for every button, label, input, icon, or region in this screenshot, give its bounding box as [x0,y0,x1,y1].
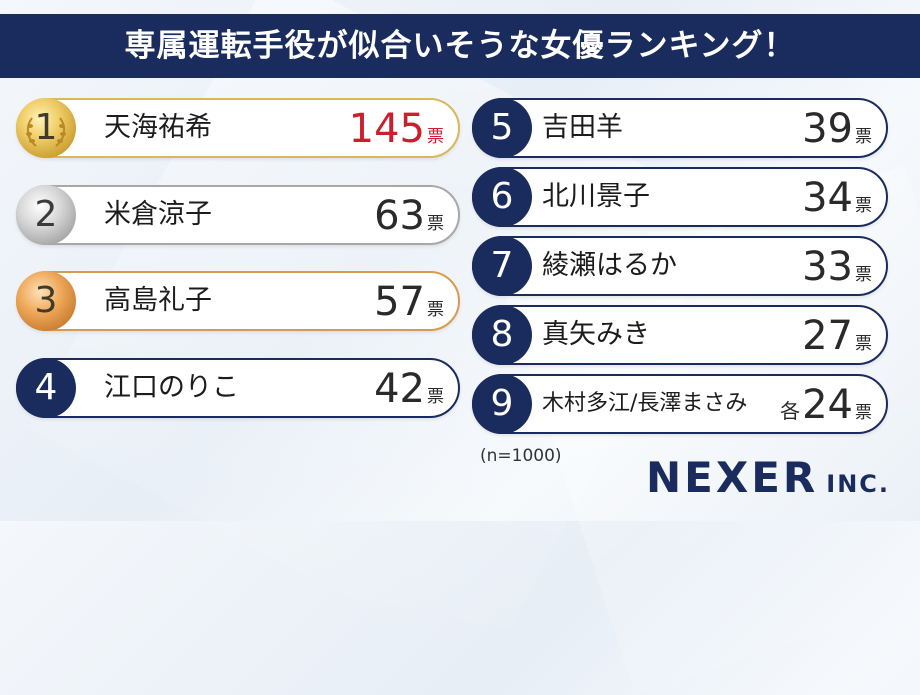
vote-unit: 票 [855,196,872,216]
nexer-logo: NEXER INC. [646,452,890,504]
vote-count: 27 票 [802,307,872,363]
ranking-row-1: 1 天海祐希 145 票 [16,98,460,158]
ranking-row-8: 8 真矢みき 27 票 [472,305,888,365]
rank-badge: 7 [472,236,532,296]
vote-count: 39 票 [802,100,872,156]
rank-number: 5 [490,107,514,148]
rank-badge: 5 [472,98,532,158]
rank-badge: 8 [472,305,532,365]
rank-number: 3 [34,280,58,321]
rank-badge: 9 [472,374,532,434]
vote-count: 33 票 [802,238,872,294]
ranking-row-6: 6 北川景子 34 票 [472,167,888,227]
ranking-row-9: 9 木村多江/長澤まさみ 各24 票 [472,374,888,434]
actress-name: 米倉涼子 [104,199,212,230]
vote-number: 34 [802,175,853,221]
rank-number: 7 [490,245,514,286]
vote-count: 63 票 [374,187,444,243]
actress-name: 天海祐希 [104,112,212,143]
rank-badge: 6 [472,167,532,227]
vote-count: 34 票 [802,169,872,225]
vote-number: 33 [802,244,853,290]
vote-unit: 票 [427,214,444,234]
title-bar: 専属運転手役が似合いそうな女優ランキング！ [0,14,920,78]
actress-name: 北川景子 [542,181,650,212]
actress-name: 高島礼子 [104,285,212,316]
vote-number: 39 [802,106,853,152]
vote-number: 63 [374,193,425,239]
vote-unit: 票 [855,127,872,147]
vote-number: 145 [348,106,425,152]
rank-number: 9 [490,383,514,424]
vote-unit: 票 [855,403,872,423]
rank-badge: 4 [16,358,76,418]
rank-number: 2 [34,194,58,235]
vote-count: 57 票 [374,273,444,329]
ranking-row-7: 7 綾瀬はるか 33 票 [472,236,888,296]
actress-name: 綾瀬はるか [542,250,677,281]
chart-title: 専属運転手役が似合いそうな女優ランキング！ [124,28,796,64]
rank-number: 6 [490,176,514,217]
vote-unit: 票 [427,387,444,407]
ranking-row-4: 4 江口のりこ 42 票 [16,358,460,418]
vote-number: 57 [374,279,425,325]
logo-inc: INC. [826,470,891,498]
vote-prefix: 各 [780,399,801,423]
ranking-row-3: 3 高島礼子 57 票 [16,271,460,331]
logo-main: NEXER [646,453,819,502]
bronze-medal-icon: 3 [16,271,76,331]
rank-number: 8 [490,314,514,355]
vote-unit: 票 [855,334,872,354]
laurel-icon [26,117,66,147]
rank-number: 4 [34,367,58,408]
vote-unit: 票 [855,265,872,285]
vote-count: 各24 票 [780,376,872,432]
actress-name: 真矢みき [542,319,650,350]
actress-name: 吉田羊 [542,112,623,143]
vote-count: 42 票 [374,360,444,416]
vote-number: 24 [802,382,853,428]
sample-size-note: (n=1000) [480,446,562,466]
actress-name: 江口のりこ [104,372,239,403]
actress-name: 木村多江/長澤まさみ [542,391,748,416]
silver-medal-icon: 2 [16,185,76,245]
vote-number: 27 [802,313,853,359]
ranking-row-2: 2 米倉涼子 63 票 [16,185,460,245]
ranking-row-5: 5 吉田羊 39 票 [472,98,888,158]
vote-count: 145 票 [349,100,444,156]
vote-unit: 票 [427,127,444,147]
rank-number: 1 [34,107,58,148]
vote-unit: 票 [427,300,444,320]
gold-medal-icon: 1 [16,98,76,158]
vote-number: 42 [374,366,425,412]
